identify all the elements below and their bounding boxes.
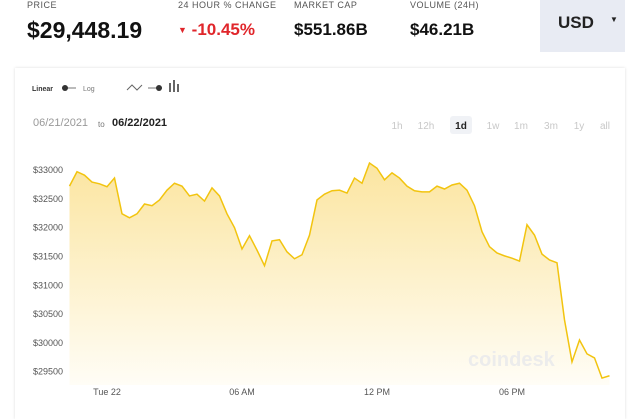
caret: ▼ [610,15,618,24]
currency-dropdown[interactable]: USD ▼ [540,0,625,52]
range-button[interactable]: 1d [455,121,467,132]
range-button[interactable]: 12h [418,121,435,132]
price-stat: PRICE $29,448.19 [27,0,142,44]
linear-option[interactable]: Linear [32,86,53,93]
y-tick-label: $30000 [33,338,63,348]
toggle-knob[interactable] [156,85,162,91]
volume-stat: VOLUME (24H) $46.21B [410,0,479,40]
x-tick-label: Tue 22 [93,387,121,397]
x-tick-label: 06 PM [499,387,525,397]
range-button[interactable]: 1m [514,121,528,132]
date-to[interactable]: 06/22/2021 [112,117,167,129]
stat-label: MARKET CAP [294,0,358,10]
down-arrow: ▼ [178,25,187,35]
stat-label: VOLUME (24H) [410,0,480,10]
date-from[interactable]: 06/21/2021 [33,117,88,129]
y-tick-label: $31000 [33,280,63,290]
x-tick-label: 06 AM [229,387,255,397]
area [69,163,610,385]
stat-value: $29,448.19 [27,17,143,43]
change-value: -10.45% [191,20,255,39]
cap-stat: MARKET CAP $551.86B [294,0,368,40]
y-tick-label: $32000 [33,223,63,233]
toggle-knob[interactable] [62,85,68,91]
y-tick-label: $33000 [33,165,63,175]
y-tick-label: $29500 [33,367,63,377]
change-stat: 24 HOUR % CHANGE ▼ -10.45% [178,0,277,40]
y-tick-label: $31500 [33,251,63,261]
stat-value: $46.21B [410,20,475,39]
line-icon[interactable] [126,84,143,91]
candle-icon[interactable] [169,80,179,92]
stat-label: PRICE [27,0,58,10]
range-selected-bg [450,116,472,134]
log-option[interactable]: Log [83,86,95,93]
stat-label: 24 HOUR % CHANGE [178,0,277,10]
range-button[interactable]: all [600,121,610,132]
range-button[interactable]: 1h [391,121,402,132]
price-line [68,161,610,380]
x-tick-label: 12 PM [364,387,390,397]
date-sep: to [98,120,105,129]
range-button[interactable]: 1y [574,121,585,132]
y-tick-label: $32500 [33,194,63,204]
stat-value: $551.86B [294,20,368,39]
stat-value: ▼ -10.45% [178,20,277,40]
y-tick-label: $30500 [33,309,63,319]
range-button[interactable]: 3m [544,121,558,132]
watermark: coindesk [468,349,556,371]
currency: USD [558,13,594,32]
range-button[interactable]: 1w [487,121,501,132]
